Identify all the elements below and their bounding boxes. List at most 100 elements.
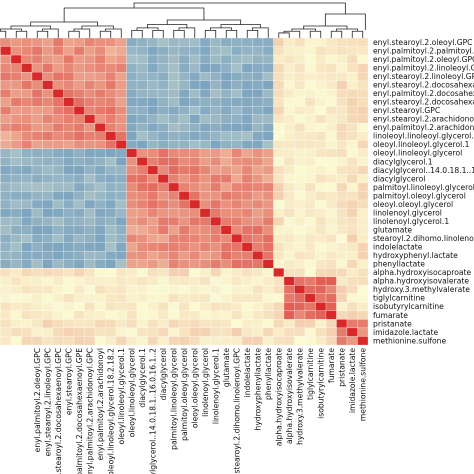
heatmap-cell bbox=[189, 234, 201, 243]
heatmap-cell bbox=[147, 182, 159, 192]
heatmap-cell bbox=[10, 140, 22, 149]
heatmap-cell bbox=[105, 285, 117, 294]
heatmap-cell bbox=[52, 97, 64, 107]
heatmap-cell bbox=[346, 268, 358, 277]
heatmap-cell bbox=[241, 106, 253, 115]
heatmap-cell bbox=[31, 242, 43, 252]
heatmap-cell bbox=[304, 89, 316, 98]
heatmap-cell bbox=[94, 268, 106, 277]
heatmap-cell bbox=[241, 208, 253, 218]
heatmap-cell bbox=[199, 251, 211, 260]
heatmap-cell bbox=[241, 37, 253, 47]
heatmap-cell bbox=[294, 234, 306, 243]
heatmap-cell bbox=[262, 327, 274, 337]
heatmap-cell bbox=[294, 54, 306, 64]
heatmap-cell bbox=[220, 37, 232, 47]
heatmap-cell bbox=[115, 165, 127, 175]
heatmap-cell bbox=[73, 234, 85, 243]
dendrogram-link bbox=[10, 25, 51, 29]
heatmap-cell bbox=[210, 327, 222, 337]
heatmap-cell bbox=[210, 285, 222, 294]
row-label: stearoyl.2.dihomo.linolenoyl.GPC bbox=[373, 234, 474, 243]
heatmap-cell bbox=[273, 234, 285, 243]
heatmap-cell bbox=[136, 319, 148, 329]
heatmap-cell bbox=[252, 97, 264, 107]
heatmap-cell bbox=[220, 140, 232, 149]
heatmap-cell bbox=[126, 123, 138, 132]
heatmap-cell bbox=[189, 268, 201, 277]
heatmap-cell bbox=[283, 54, 295, 64]
heatmap-cell bbox=[252, 71, 264, 81]
heatmap-cell bbox=[84, 259, 96, 269]
heatmap-cell bbox=[252, 165, 264, 175]
heatmap-cell bbox=[157, 234, 169, 243]
heatmap-cell bbox=[73, 114, 85, 124]
heatmap-cell bbox=[63, 234, 75, 243]
heatmap-cell bbox=[294, 276, 306, 286]
heatmap-cell bbox=[126, 302, 138, 312]
heatmap-cell bbox=[220, 285, 232, 294]
heatmap-cell bbox=[21, 89, 33, 98]
heatmap-cell bbox=[346, 336, 358, 346]
heatmap-cell bbox=[63, 293, 75, 303]
heatmap-cell bbox=[157, 63, 169, 73]
heatmap-cell bbox=[157, 157, 169, 167]
column-label: enyl.stearoyl.2.linoleoyl.GPC bbox=[43, 348, 52, 457]
heatmap-cell bbox=[199, 157, 211, 167]
heatmap-cell bbox=[105, 148, 117, 158]
column-label: methionine.sulfone bbox=[358, 348, 367, 421]
heatmap-cell bbox=[73, 310, 85, 320]
heatmap-cell bbox=[84, 80, 96, 90]
dendrogram-link bbox=[68, 30, 80, 38]
heatmap-cell bbox=[105, 234, 117, 243]
heatmap-cell bbox=[73, 259, 85, 269]
heatmap-cell bbox=[73, 251, 85, 260]
heatmap-cell bbox=[0, 242, 12, 252]
heatmap-cell bbox=[252, 123, 264, 132]
dendrogram-link bbox=[309, 30, 322, 38]
heatmap-cell bbox=[136, 276, 148, 286]
heatmap-cell bbox=[10, 268, 22, 277]
row-label: oleoyl.linoleoyl.glycerol.1 bbox=[373, 140, 470, 149]
heatmap-cell bbox=[304, 259, 316, 269]
heatmap-cell bbox=[210, 89, 222, 98]
heatmap-cell bbox=[10, 37, 22, 47]
heatmap-cell bbox=[31, 140, 43, 149]
column-label: alpha.hydroxyisocaproate bbox=[274, 348, 283, 447]
heatmap-cell bbox=[42, 242, 54, 252]
heatmap-cell bbox=[21, 131, 33, 141]
heatmap-cell bbox=[31, 46, 43, 56]
heatmap-cell bbox=[357, 293, 369, 303]
heatmap-cell bbox=[283, 123, 295, 132]
heatmap-cell bbox=[262, 225, 274, 235]
heatmap-cell bbox=[136, 165, 148, 175]
heatmap-cell bbox=[315, 140, 327, 149]
heatmap-cell bbox=[199, 242, 211, 252]
heatmap-cell bbox=[31, 208, 43, 218]
dendrogram-link bbox=[330, 30, 343, 38]
heatmap-cell bbox=[315, 259, 327, 269]
heatmap-cell bbox=[220, 191, 232, 201]
heatmap-cell bbox=[73, 37, 85, 47]
heatmap-cell bbox=[210, 199, 222, 209]
heatmap-cell bbox=[147, 251, 159, 260]
heatmap-cell bbox=[346, 123, 358, 132]
heatmap-cell bbox=[357, 174, 369, 184]
heatmap-cell bbox=[231, 106, 243, 115]
heatmap-cell bbox=[157, 54, 169, 64]
heatmap-cell bbox=[31, 174, 43, 184]
heatmap-cell bbox=[262, 54, 274, 64]
heatmap-cell bbox=[199, 165, 211, 175]
heatmap-cell bbox=[231, 37, 243, 47]
heatmap-cell bbox=[283, 46, 295, 56]
heatmap-cell bbox=[199, 97, 211, 107]
column-label: palmitoyl.linoleoyl.glycerol bbox=[169, 348, 178, 450]
row-label: fumarate bbox=[373, 311, 408, 320]
column-label: stearoyl.2.dihomo.linolenoyl.GPC bbox=[232, 348, 241, 474]
heatmap-cell bbox=[10, 148, 22, 158]
heatmap-cell bbox=[0, 114, 12, 124]
heatmap-cell bbox=[262, 276, 274, 286]
heatmap-cell bbox=[231, 157, 243, 167]
heatmap-cell bbox=[31, 37, 43, 47]
heatmap-cell bbox=[336, 182, 348, 192]
